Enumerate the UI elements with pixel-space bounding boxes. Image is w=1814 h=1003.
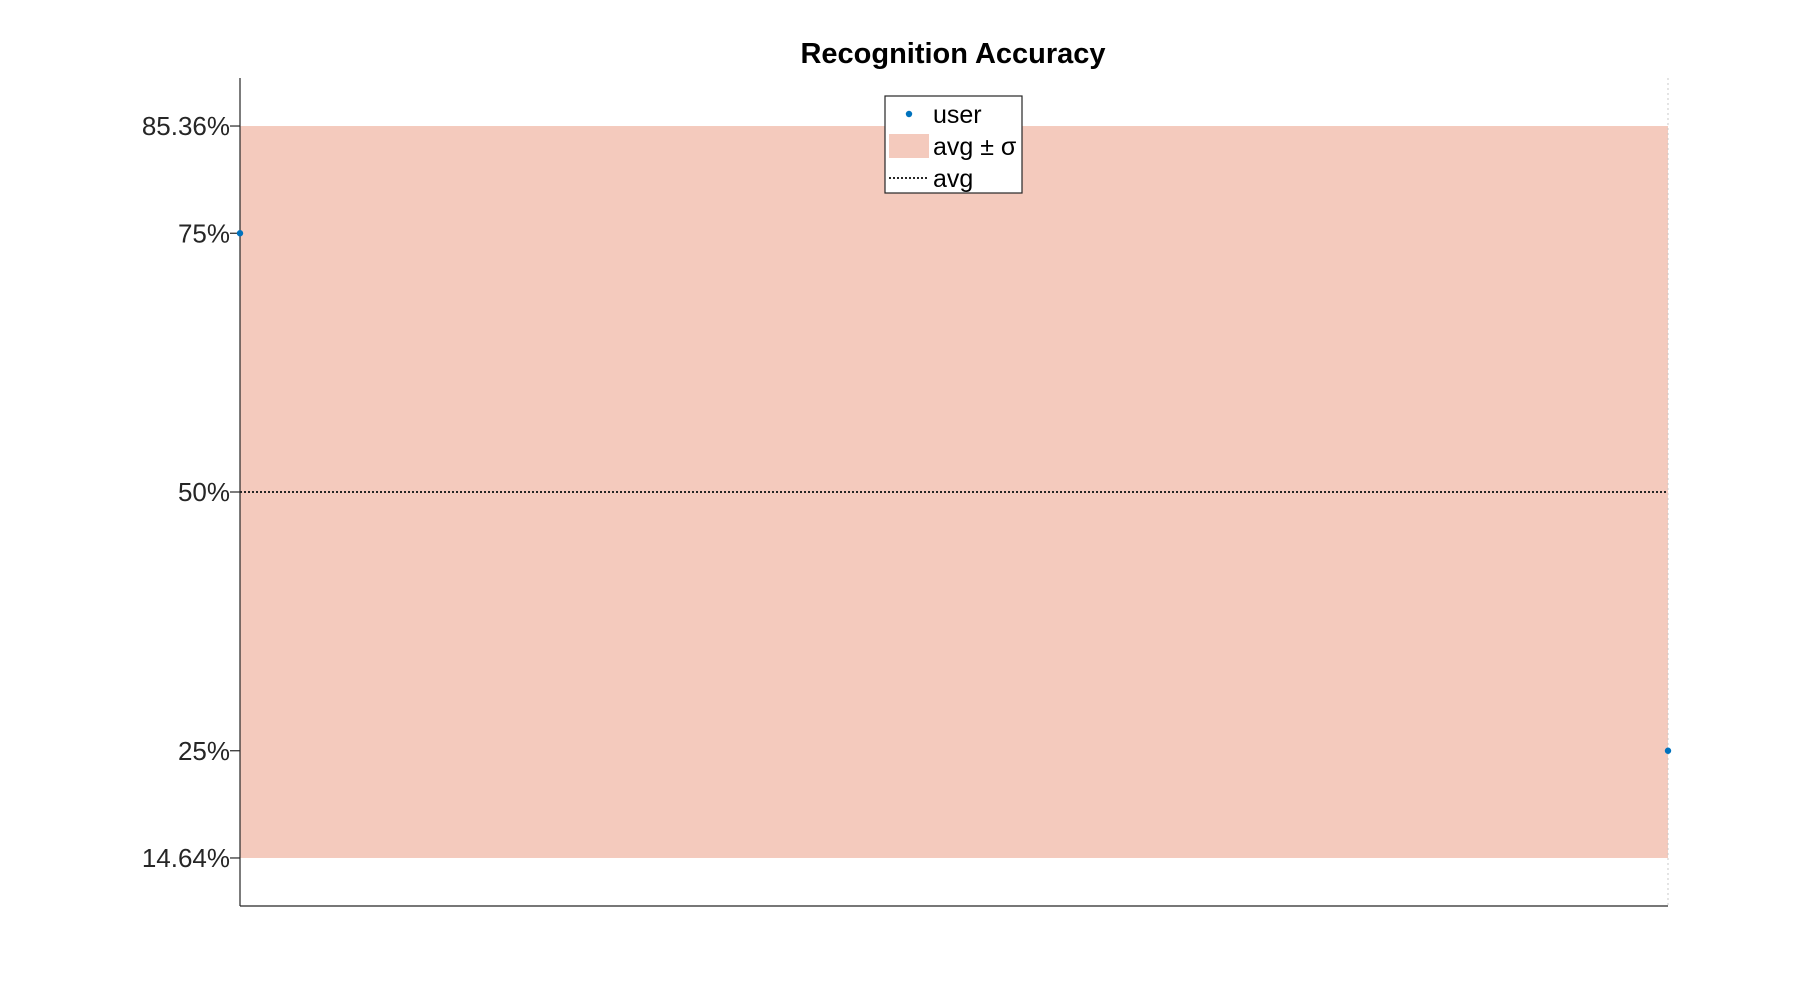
user-point [1664,747,1672,754]
y-tick-label: 25% [178,736,230,766]
legend-label: avg ± σ [933,133,1017,161]
legend: user avg ± σ avg [884,95,1023,194]
y-tick-label: 14.64% [142,843,230,873]
legend-label: avg [933,165,973,193]
y-tick-label: 75% [178,218,230,248]
chart-title: Recognition Accuracy [800,38,1105,70]
legend-symbol-user [905,110,913,118]
legend-label: user [933,101,982,129]
y-tick-label: 50% [178,477,230,507]
y-tick-label: 85.36% [142,111,230,141]
plot-area: 14.64% 25% 50% 75% 85.36% [142,78,1672,907]
legend-symbol-band [889,134,929,158]
user-point [236,230,244,237]
